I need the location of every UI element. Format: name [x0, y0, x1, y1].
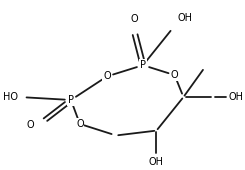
Text: O: O — [171, 70, 178, 80]
Text: O: O — [103, 71, 111, 81]
Text: P: P — [68, 95, 74, 105]
Text: O: O — [26, 120, 34, 130]
Text: O: O — [76, 119, 84, 129]
Text: OH: OH — [177, 13, 193, 23]
Text: HO: HO — [2, 92, 17, 102]
Text: OH: OH — [149, 157, 164, 167]
Text: O: O — [130, 14, 138, 24]
Text: OH: OH — [228, 92, 243, 102]
Text: P: P — [140, 60, 146, 70]
